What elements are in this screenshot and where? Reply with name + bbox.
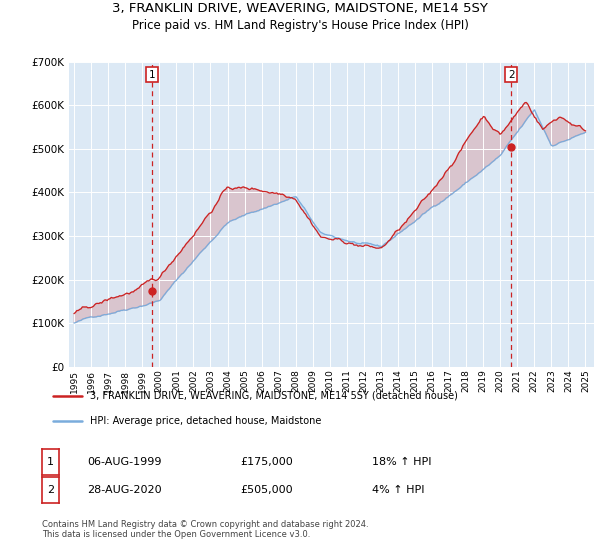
Text: 1: 1	[47, 457, 54, 467]
Text: 4% ↑ HPI: 4% ↑ HPI	[372, 485, 425, 495]
Text: £505,000: £505,000	[240, 485, 293, 495]
Text: 1: 1	[149, 69, 155, 80]
Text: Contains HM Land Registry data © Crown copyright and database right 2024.
This d: Contains HM Land Registry data © Crown c…	[42, 520, 368, 539]
Text: Price paid vs. HM Land Registry's House Price Index (HPI): Price paid vs. HM Land Registry's House …	[131, 19, 469, 32]
Text: £175,000: £175,000	[240, 457, 293, 467]
Text: 18% ↑ HPI: 18% ↑ HPI	[372, 457, 431, 467]
Text: 2: 2	[508, 69, 515, 80]
Text: HPI: Average price, detached house, Maidstone: HPI: Average price, detached house, Maid…	[89, 416, 321, 426]
Text: 2: 2	[47, 485, 54, 495]
Text: 06-AUG-1999: 06-AUG-1999	[87, 457, 161, 467]
Text: 28-AUG-2020: 28-AUG-2020	[87, 485, 161, 495]
Text: 3, FRANKLIN DRIVE, WEAVERING, MAIDSTONE, ME14 5SY: 3, FRANKLIN DRIVE, WEAVERING, MAIDSTONE,…	[112, 2, 488, 15]
Text: 3, FRANKLIN DRIVE, WEAVERING, MAIDSTONE, ME14 5SY (detached house): 3, FRANKLIN DRIVE, WEAVERING, MAIDSTONE,…	[89, 391, 457, 401]
